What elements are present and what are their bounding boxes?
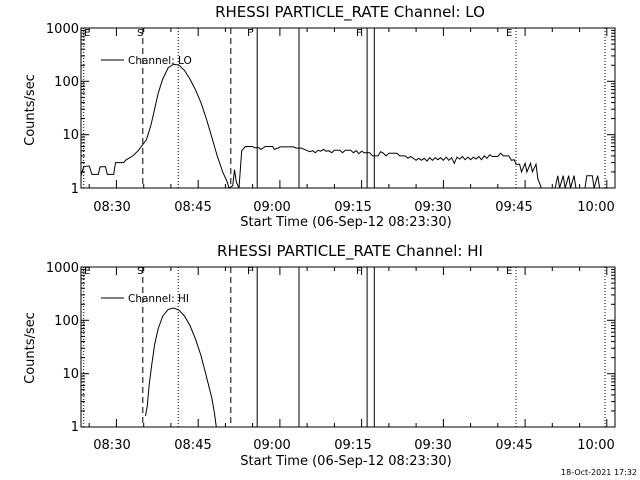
panel-lo-xtick-0915: 09:15	[334, 200, 371, 215]
panel-lo-marker-label-e2: E	[506, 28, 512, 39]
panel-hi-ytick-10: 10	[62, 367, 79, 382]
panel-hi-marker-labels: E S F F E	[84, 266, 512, 277]
panel-hi-legend-label: Channel: HI	[128, 293, 189, 305]
panel-lo-marker-label-e1: E	[84, 28, 90, 39]
panel-lo-xtick-0930: 09:30	[414, 200, 451, 215]
panel-hi-yticklabels: 1000 100 10 1	[46, 261, 79, 435]
panel-lo-xlabel: Start Time (06-Sep-12 08:23:30)	[240, 215, 451, 230]
panel-hi-marker-label-f1: F	[247, 266, 253, 277]
panel-hi-title: RHESSI PARTICLE_RATE Channel: HI	[217, 242, 483, 261]
panel-hi-xtick-0830: 08:30	[93, 438, 130, 453]
panel-hi-xtick-1000: 10:00	[577, 438, 614, 453]
panel-hi-xticklabels: 08:30 08:45 09:00 09:15 09:30 09:45 10:0…	[93, 438, 614, 453]
panel-hi-ytick-1000: 1000	[46, 261, 79, 276]
panel-lo-xtick-0845: 08:45	[174, 200, 211, 215]
panel-lo-xticklabels: 08:30 08:45 09:00 09:15 09:30 09:45 10:0…	[93, 200, 614, 215]
panel-lo-legend: Channel: LO	[101, 55, 192, 67]
panel-hi-xtick-0845: 08:45	[174, 438, 211, 453]
panel-lo: RHESSI PARTICLE_RATE Channel: LO Counts/…	[23, 3, 616, 230]
panel-lo-ytick-1000: 1000	[46, 22, 79, 37]
panel-lo-ytick-1: 1	[71, 182, 79, 197]
footer-timestamp: 18-Oct-2021 17:32	[561, 468, 637, 477]
panel-lo-xtick-0830: 08:30	[93, 200, 130, 215]
panel-lo-xtick-0900: 09:00	[253, 200, 290, 215]
panel-lo-marker-label-f2: F	[356, 28, 362, 39]
panel-hi-plot-frame	[80, 266, 616, 428]
panel-hi-xtick-0915: 09:15	[334, 438, 371, 453]
panel-lo-title: RHESSI PARTICLE_RATE Channel: LO	[215, 3, 485, 22]
panel-hi-xlabel: Start Time (06-Sep-12 08:23:30)	[240, 454, 451, 469]
panel-hi-legend: Channel: HI	[101, 293, 189, 305]
panel-hi-marker-label-s: S	[137, 266, 143, 277]
panel-lo-ytick-100: 100	[54, 75, 79, 90]
panel-hi-series-line	[145, 307, 217, 428]
panel-lo-plot-frame	[80, 27, 616, 189]
panel-hi-xtick-0930: 09:30	[414, 438, 451, 453]
panel-hi: RHESSI PARTICLE_RATE Channel: HI Counts/…	[23, 242, 616, 469]
panel-lo-series-line	[80, 63, 601, 189]
panel-hi-marker-label-e1: E	[84, 266, 90, 277]
panel-lo-yticklabels: 1000 100 10 1	[46, 22, 79, 197]
panel-hi-ytick-100: 100	[54, 314, 79, 329]
panel-lo-axis-ticks	[81, 27, 615, 189]
panel-lo-marker-label-f1: F	[247, 28, 253, 39]
panel-lo-xtick-1000: 10:00	[577, 200, 614, 215]
panel-hi-ytick-1: 1	[71, 420, 79, 435]
panel-hi-xtick-0900: 09:00	[253, 438, 290, 453]
panel-lo-ytick-10: 10	[62, 128, 79, 143]
panel-hi-marker-label-f2: F	[356, 266, 362, 277]
panel-hi-markers	[83, 267, 606, 427]
panel-lo-ylabel: Counts/sec	[23, 74, 38, 146]
panel-lo-marker-label-s: S	[137, 28, 143, 39]
panel-hi-xtick-0945: 09:45	[495, 438, 532, 453]
panel-hi-ylabel: Counts/sec	[23, 312, 38, 384]
panel-hi-axis-ticks	[81, 266, 615, 428]
panel-lo-markers	[83, 28, 606, 188]
panel-lo-xtick-0945: 09:45	[495, 200, 532, 215]
panel-lo-legend-label: Channel: LO	[128, 55, 192, 67]
panel-lo-marker-labels: E S F F E	[84, 28, 512, 39]
panel-hi-marker-label-e2: E	[506, 266, 512, 277]
